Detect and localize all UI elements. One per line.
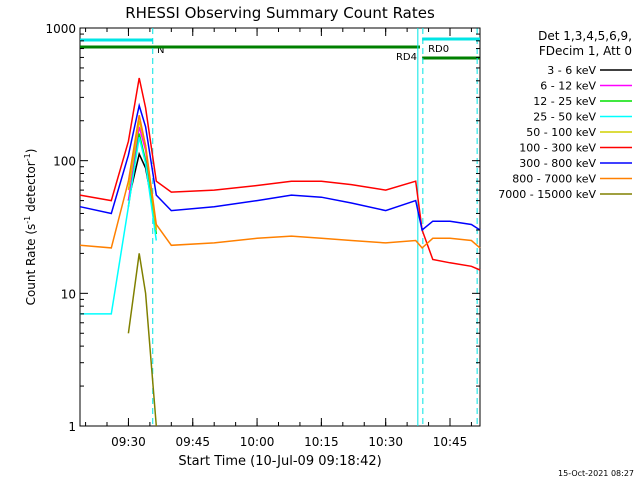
x-tick-label: 10:15 [304,435,339,449]
y-axis-title: Count Rate (s-1 detector-1) [23,149,38,306]
flag-label: RD0 [428,44,449,55]
flag-label: N [157,45,164,56]
y-tick-label: 1 [68,420,76,434]
legend-label: 7000 - 15000 keV [498,188,596,201]
footer-timestamp: 15-Oct-2021 08:27 [558,469,634,478]
y-axis-title-sup2: -1 [23,153,32,161]
legend: 3 - 6 keV 6 - 12 keV 12 - 25 keV 25 - 50 ke… [498,64,632,201]
y-axis-title-sup1: -1 [23,216,32,224]
interval-markers [152,28,478,426]
instrument-flags: N RD0 RD4 [80,37,480,63]
series-line [127,253,158,427]
x-tick-label: 09:30 [111,435,146,449]
legend-label: 800 - 7000 keV [512,173,596,186]
y-axis-title-b: detector [24,161,38,216]
x-axis-title: Start Time (10-Jul-09 09:18:42) [178,454,381,469]
x-tick-label: 10:45 [433,435,468,449]
y-axis-title-a: Count Rate (s [24,224,38,306]
legend-label: 25 - 50 keV [533,111,596,124]
legend-label: 12 - 25 keV [533,95,596,108]
chart-title: RHESSI Observing Summary Count Rates [125,4,435,22]
series-lines [79,77,481,427]
plot-frame [79,27,481,427]
series-line [79,77,481,271]
y-tick-label: 1000 [45,22,76,36]
x-tick-label: 10:00 [240,435,275,449]
legend-label: 300 - 800 keV [519,157,596,170]
axis-ticks: 1 10 100 1000 09:30 09:45 10:00 10:15 10:30 10:45 [45,22,480,449]
x-tick-label: 10:30 [368,435,403,449]
legend-header-line-2: FDecim 1, Att 0 [539,44,632,58]
x-tick-label: 09:45 [175,435,210,449]
legend-label: 100 - 300 keV [519,142,596,155]
legend-label: 3 - 6 keV [547,64,596,77]
y-tick-label: 100 [53,155,76,169]
legend-header-line-1: Det 1,3,4,5,6,9, [538,29,632,43]
y-tick-label: 10 [61,287,76,301]
series-line [80,137,158,315]
series-line [79,115,481,249]
y-axis-title-c: ) [24,149,38,154]
legend-label: 50 - 100 keV [526,126,596,139]
series-line [79,102,481,232]
flag-label: RD4 [396,52,417,63]
legend-label: 6 - 12 keV [540,80,596,93]
